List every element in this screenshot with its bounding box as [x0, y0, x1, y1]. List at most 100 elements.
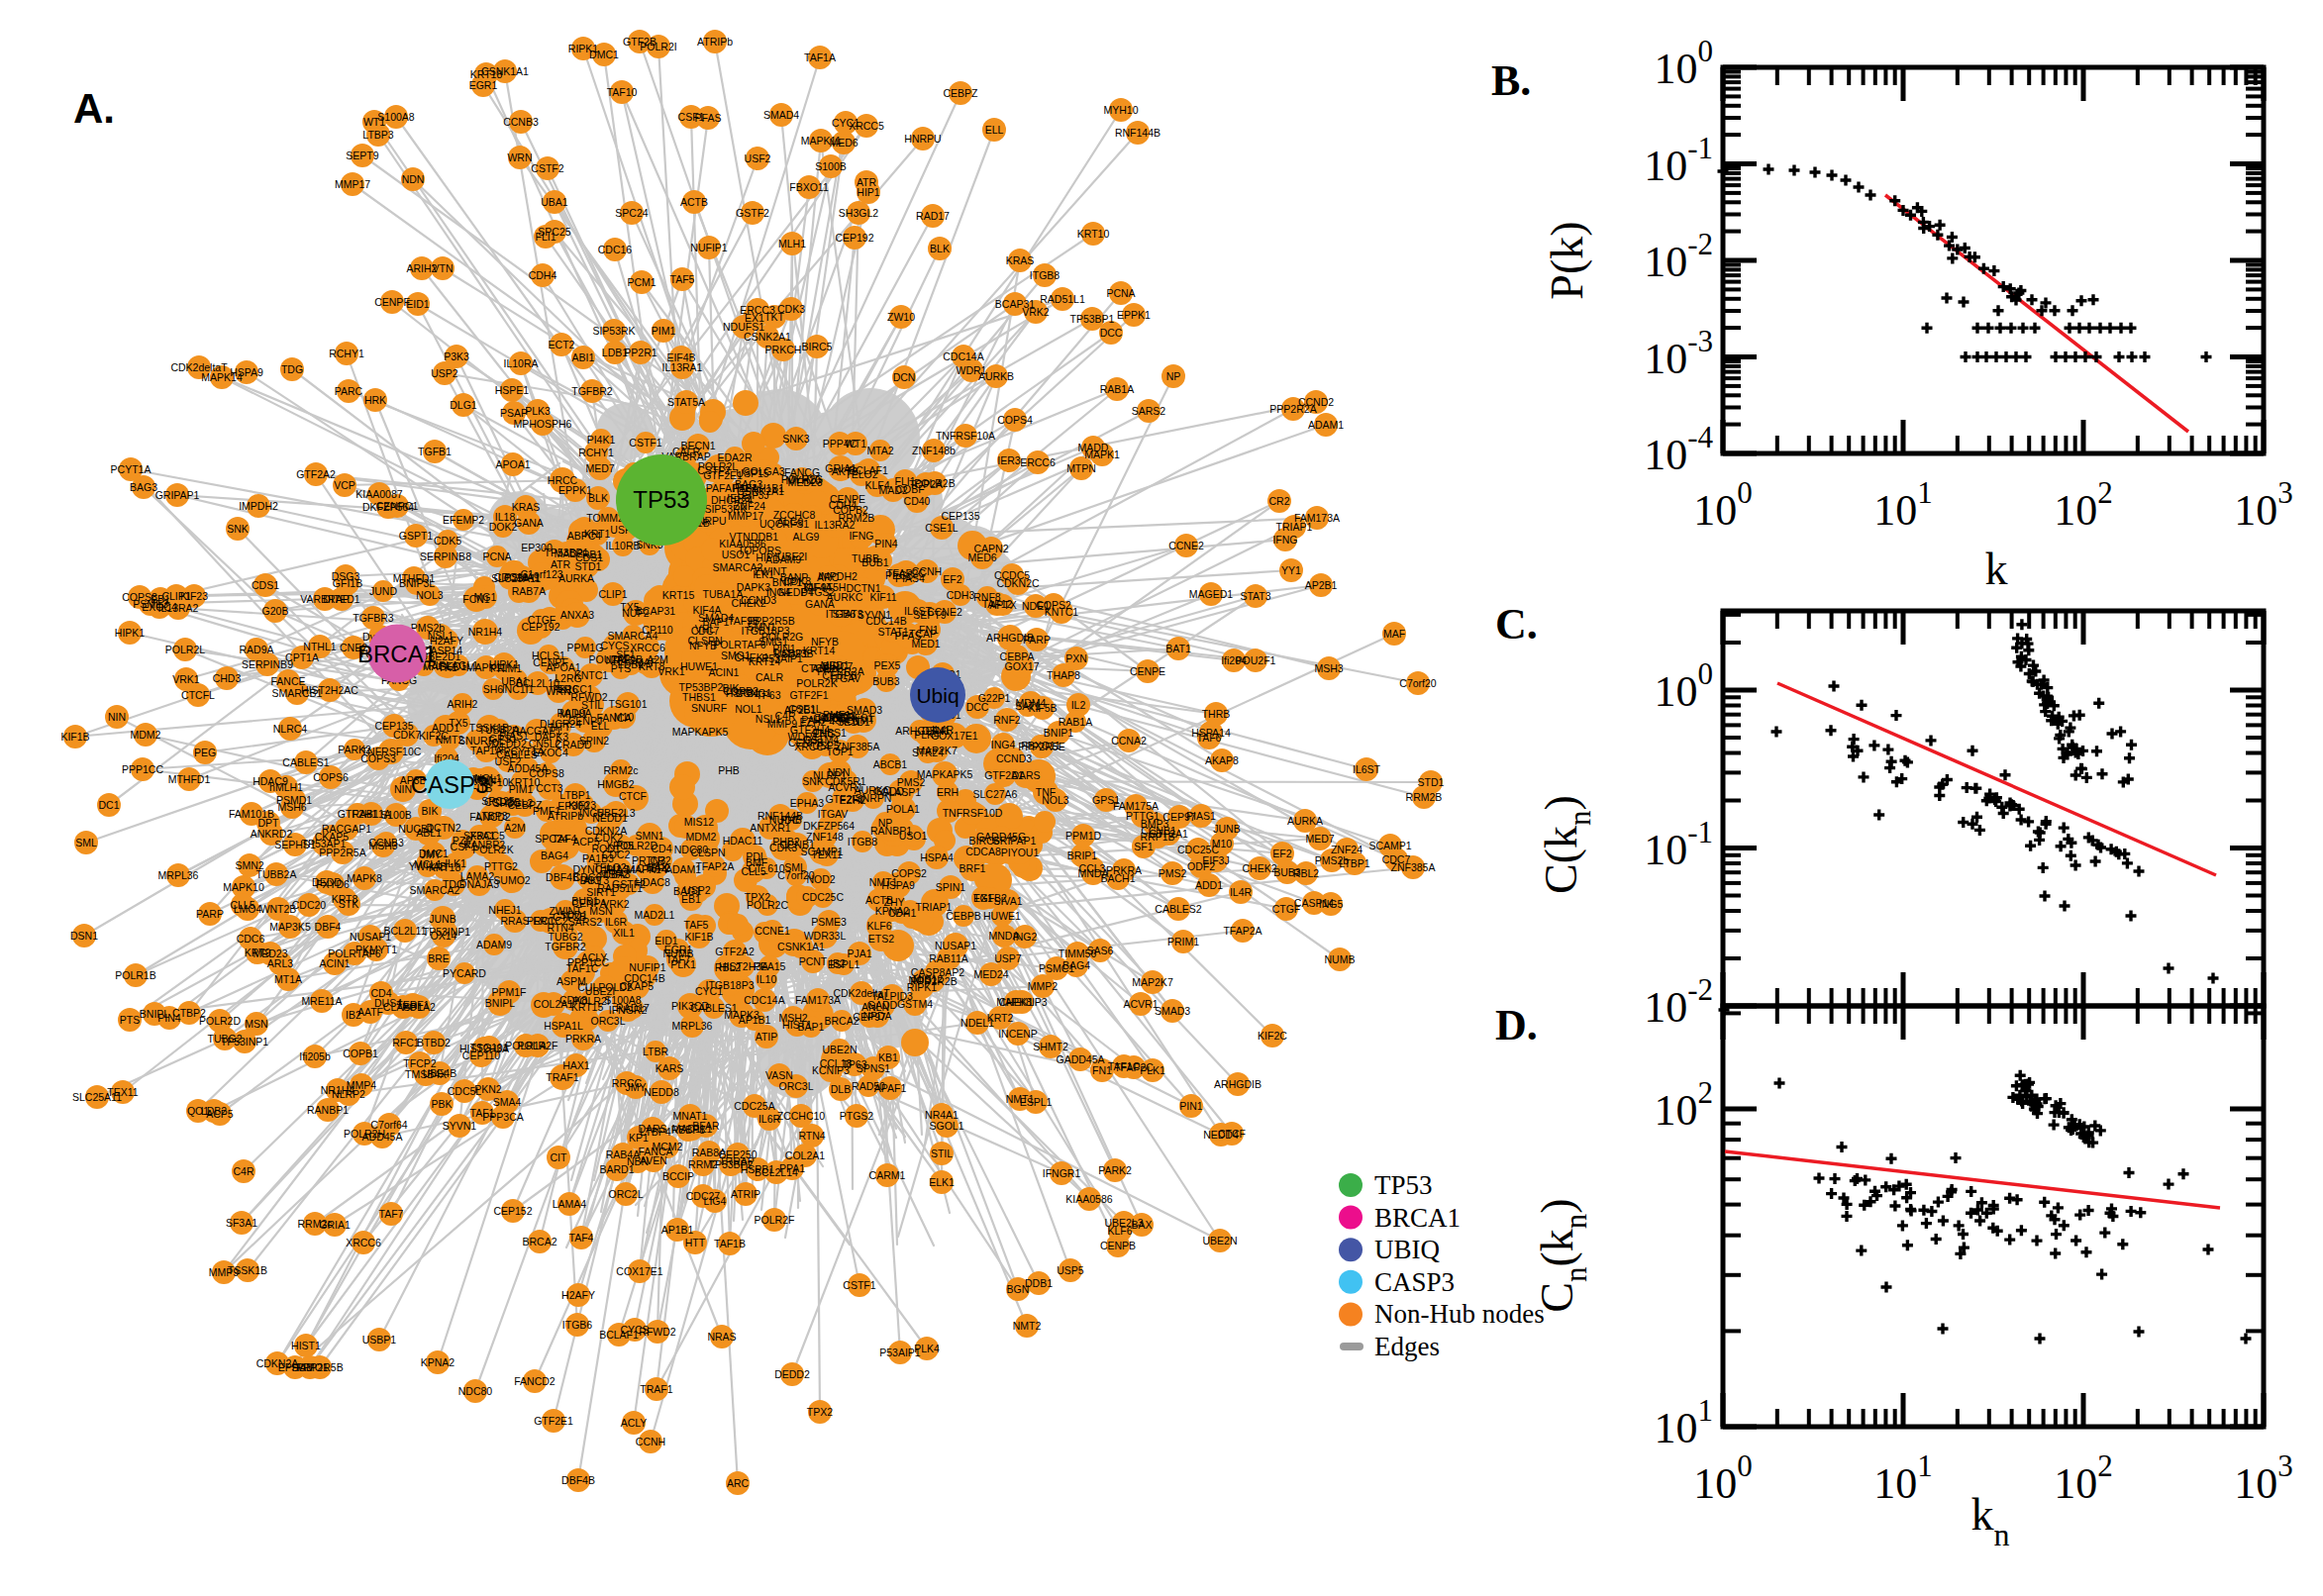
- svg-text:FANCA: FANCA: [638, 1146, 672, 1157]
- svg-text:ACLY: ACLY: [621, 1417, 648, 1429]
- svg-text:SMAD4: SMAD4: [763, 109, 799, 121]
- svg-text:ITGB6: ITGB6: [562, 1319, 593, 1331]
- svg-text:PIAS1: PIAS1: [1186, 810, 1216, 822]
- svg-text:PXN: PXN: [1065, 652, 1087, 664]
- svg-text:AURKA: AURKA: [1287, 815, 1323, 827]
- svg-text:USP15: USP15: [736, 467, 768, 479]
- svg-text:TAF10: TAF10: [607, 86, 638, 98]
- svg-text:SYVN1: SYVN1: [443, 1120, 477, 1132]
- svg-text:MRPL36: MRPL36: [672, 1020, 713, 1032]
- svg-text:HIPK1: HIPK1: [489, 658, 520, 670]
- svg-text:RNF144B: RNF144B: [1115, 127, 1161, 139]
- svg-text:MAPK1: MAPK1: [1084, 449, 1120, 460]
- svg-text:PJA1: PJA1: [847, 948, 871, 959]
- svg-text:LTBR: LTBR: [643, 1046, 668, 1057]
- svg-text:SMARCA2: SMARCA2: [410, 884, 460, 896]
- svg-text:SIRT1: SIRT1: [586, 886, 616, 898]
- svg-text:CLSPN: CLSPN: [687, 635, 722, 647]
- svg-text:BNIP3L: BNIP3L: [399, 577, 435, 589]
- svg-text:IL10: IL10: [757, 973, 777, 985]
- svg-text:PMF1: PMF1: [823, 709, 851, 721]
- svg-text:RCHY1: RCHY1: [578, 447, 614, 458]
- svg-text:CSTF1: CSTF1: [629, 437, 661, 449]
- svg-text:THAP8: THAP8: [1047, 669, 1080, 681]
- svg-text:RAB11A: RAB11A: [929, 952, 968, 964]
- svg-text:NUDC: NUDC: [769, 814, 800, 826]
- svg-text:ASPM: ASPM: [556, 975, 586, 987]
- svg-text:PBK: PBK: [431, 1098, 452, 1110]
- svg-text:PIK3CD: PIK3CD: [671, 1000, 709, 1012]
- svg-text:KIF4A: KIF4A: [803, 581, 832, 593]
- svg-text:FANCD2: FANCD2: [514, 1375, 556, 1387]
- svg-text:DC1: DC1: [98, 799, 119, 811]
- svg-text:MAF: MAF: [1383, 628, 1405, 640]
- svg-text:TDG: TDG: [281, 363, 303, 375]
- svg-text:SMA4: SMA4: [493, 1096, 522, 1108]
- svg-text:HCLS1: HCLS1: [532, 649, 565, 661]
- svg-text:CEBPB: CEBPB: [946, 910, 981, 922]
- svg-text:RANBP1: RANBP1: [307, 1104, 349, 1116]
- svg-text:MMP17: MMP17: [335, 178, 370, 190]
- svg-text:CEP192: CEP192: [521, 621, 559, 633]
- svg-text:NLRC4: NLRC4: [273, 723, 308, 735]
- svg-text:PFAS: PFAS: [695, 112, 722, 124]
- svg-text:Ifi205b: Ifi205b: [299, 1050, 331, 1062]
- svg-text:BRCA2: BRCA2: [522, 1236, 556, 1247]
- svg-text:OX14: OX14: [431, 930, 457, 942]
- svg-text:CSNK1A1: CSNK1A1: [777, 941, 825, 952]
- svg-text:AURKA: AURKA: [558, 572, 594, 584]
- svg-text:APOA1: APOA1: [495, 458, 530, 470]
- svg-text:TGFB1: TGFB1: [418, 446, 452, 457]
- svg-text:MRE11A: MRE11A: [301, 995, 342, 1007]
- svg-text:CDK7: CDK7: [393, 729, 421, 741]
- svg-text:LDB2: LDB2: [201, 1105, 227, 1117]
- svg-text:PCNA: PCNA: [482, 550, 511, 562]
- svg-text:GFI1B: GFI1B: [333, 577, 362, 589]
- svg-text:NP: NP: [878, 817, 893, 829]
- svg-text:TUBG2: TUBG2: [548, 931, 582, 943]
- svg-text:MED24: MED24: [973, 968, 1008, 980]
- svg-text:IFNG: IFNG: [849, 530, 873, 542]
- svg-text:HUWE1: HUWE1: [983, 910, 1021, 922]
- svg-text:MTA2: MTA2: [866, 445, 893, 456]
- svg-text:SERPINB8: SERPINB8: [420, 550, 471, 562]
- svg-text:BCLAF1: BCLAF1: [599, 1329, 639, 1341]
- svg-text:BIK: BIK: [723, 682, 740, 694]
- svg-text:USF2: USF2: [745, 152, 771, 164]
- svg-text:DCC: DCC: [1100, 327, 1123, 339]
- svg-text:CDC14B: CDC14B: [865, 615, 906, 627]
- svg-text:SEPT9: SEPT9: [346, 150, 378, 161]
- svg-text:AP1B1: AP1B1: [661, 1224, 694, 1236]
- svg-text:MTHFD1: MTHFD1: [168, 773, 211, 785]
- svg-text:D.: D.: [1495, 1001, 1538, 1049]
- svg-text:USP7: USP7: [994, 952, 1022, 964]
- svg-text:TPX2: TPX2: [807, 1406, 833, 1418]
- svg-text:CSTF2: CSTF2: [531, 162, 563, 174]
- svg-text:COPS8: COPS8: [529, 767, 564, 779]
- svg-text:PLK4: PLK4: [914, 1343, 940, 1354]
- svg-text:SERPINB9: SERPINB9: [242, 658, 293, 670]
- svg-text:100: 100: [1655, 34, 1714, 93]
- svg-text:BTBD2: BTBD2: [417, 1037, 451, 1048]
- svg-text:USP5: USP5: [1057, 1264, 1084, 1276]
- svg-text:PSME3: PSME3: [811, 916, 847, 928]
- svg-text:ERCC6: ERCC6: [1020, 456, 1056, 468]
- svg-text:BIRC6: BIRC6: [969, 835, 1000, 847]
- svg-text:VRK2: VRK2: [1022, 306, 1050, 318]
- svg-text:BRIP1: BRIP1: [1067, 849, 1098, 861]
- svg-text:H2AFY: H2AFY: [561, 1289, 595, 1301]
- svg-text:CD4: CD4: [370, 987, 391, 999]
- svg-text:CCT3: CCT3: [536, 782, 563, 794]
- svg-text:S100B: S100B: [380, 809, 412, 821]
- svg-text:CDK2: CDK2: [595, 832, 623, 844]
- svg-text:LTBP3: LTBP3: [362, 129, 393, 141]
- svg-text:PIYOU1: PIYOU1: [1001, 847, 1040, 858]
- svg-text:AKT3: AKT3: [832, 465, 858, 477]
- svg-text:POLR2K: POLR2K: [796, 677, 837, 689]
- svg-text:KRT1: KRT1: [584, 528, 611, 540]
- svg-text:GTF2A2: GTF2A2: [715, 946, 755, 957]
- svg-text:RBBP8: RBBP8: [671, 1124, 706, 1136]
- svg-text:RBL2: RBL2: [715, 961, 741, 973]
- svg-text:MAPK8: MAPK8: [347, 872, 382, 884]
- svg-text:KIF2C: KIF2C: [1258, 1030, 1287, 1042]
